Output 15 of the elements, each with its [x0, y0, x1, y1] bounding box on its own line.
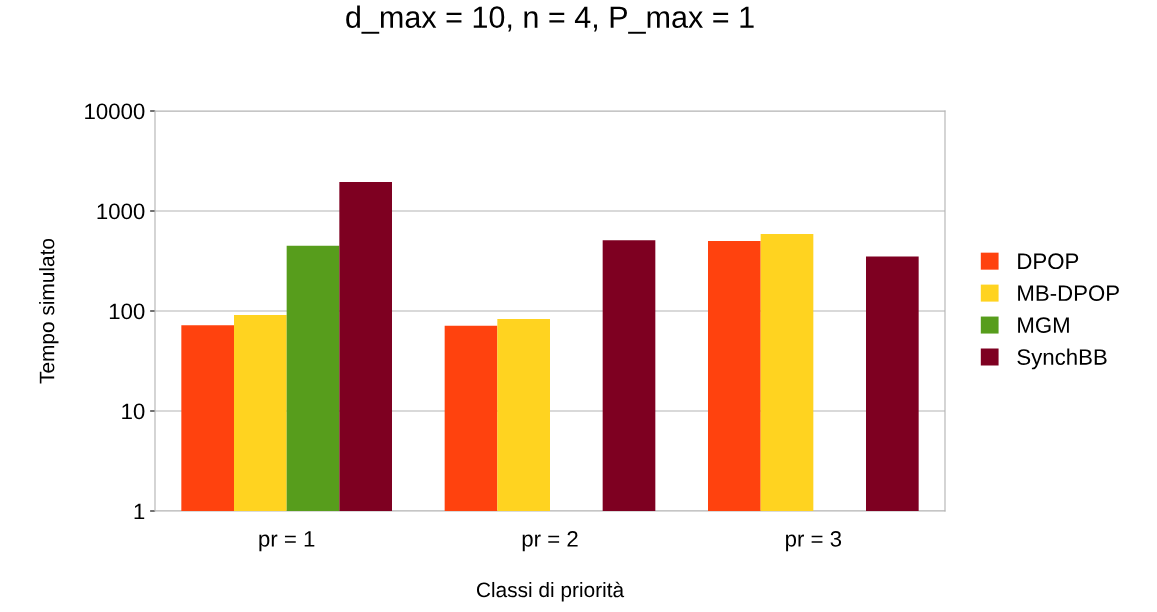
y-axis-title: Tempo simulato	[39, 238, 59, 384]
legend-label: SynchBB	[1017, 348, 1107, 370]
y-tick-label: 10	[122, 403, 145, 420]
y-tick-label: 100	[109, 303, 145, 320]
y-tick-label: 1	[134, 503, 145, 520]
legend-label: MGM	[1018, 317, 1069, 333]
legend-label: DPOP	[1018, 253, 1079, 270]
x-tick-label: pr = 2	[522, 531, 578, 552]
x-tick-label: pr = 1	[259, 531, 315, 552]
x-tick-label: pr = 3	[786, 531, 842, 552]
legend-label: MB-DPOP	[1018, 285, 1119, 302]
chart-title: d_max = 10, n = 4, P_max = 1	[346, 5, 754, 34]
y-tick-label: 10000	[85, 103, 145, 120]
y-tick-label: 1000	[97, 203, 145, 220]
x-axis-title: Classi di priorità	[476, 581, 625, 602]
